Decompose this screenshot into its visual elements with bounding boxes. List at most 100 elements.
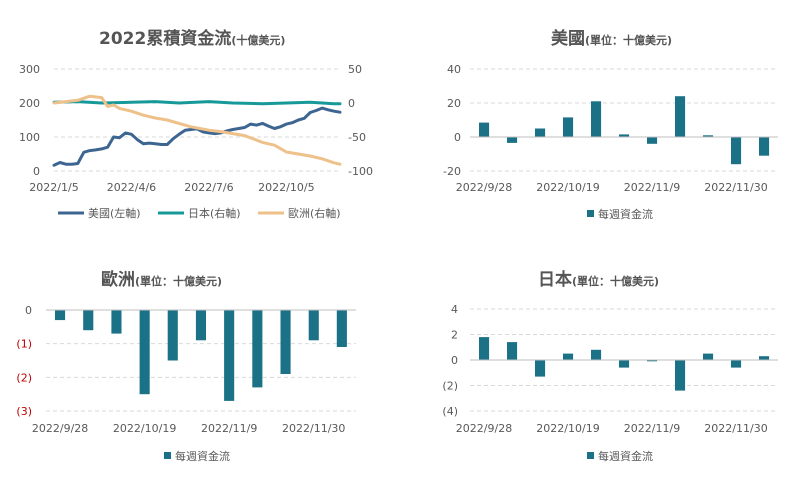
bar-2022/12/7 <box>336 310 347 347</box>
x-axis-tick: 2022/10/19 <box>113 422 176 435</box>
left-axis-tick: 200 <box>19 97 40 110</box>
x-axis-tick: 2022/9/28 <box>456 181 512 194</box>
bar-2022/10/12 <box>535 360 546 377</box>
us-legend: 每週資金流 <box>587 207 653 221</box>
right-axis-tick: -100 <box>348 165 373 178</box>
us-y-axis: 40 20 0 -20 <box>443 63 461 178</box>
y-axis-tick: (4) <box>442 405 458 418</box>
us-title-main: 美國 <box>551 28 585 49</box>
japan-x-axis: 2022/9/28 2022/10/19 2022/11/9 2022/11/30 <box>456 422 768 435</box>
x-axis-tick: 2022/11/30 <box>704 422 767 435</box>
y-axis-tick: (1) <box>16 338 32 351</box>
bar-2022/11/30 <box>731 137 742 165</box>
japan-cumulative-line <box>52 100 342 106</box>
bar-2022/11/2 <box>619 360 630 368</box>
cumulative-left-axis: 0 100 200 300 <box>19 63 40 178</box>
europe-legend-swatch <box>164 452 171 459</box>
cumulative-legend: 美國(左軸) 日本(右軸) 歐洲(右軸) <box>58 206 341 220</box>
us-legend-label: 每週資金流 <box>598 207 653 221</box>
right-axis-tick: 50 <box>348 63 362 76</box>
bar-2022/10/12 <box>535 128 546 137</box>
bar-2022/10/5 <box>83 310 94 331</box>
europe-weekly-plot: 0(1)(2)(3)2022/9/28 2022/10/19 2022/11/9 20… <box>16 304 356 463</box>
japan-y-axis: 4 2 0 (2) (4) <box>442 303 458 418</box>
europe-title-unit: (單位：十億美元) <box>135 274 222 288</box>
japan-weekly-plot: 420(2)(4)2022/9/28 2022/10/19 2022/11/9 202… <box>442 303 778 463</box>
europe-gridlines <box>46 343 356 412</box>
x-axis-tick: 2022/1/5 <box>29 181 78 194</box>
x-axis-tick: 2022/10/19 <box>536 422 599 435</box>
japan-title-unit: (單位：十億美元) <box>572 274 659 288</box>
us-legend-swatch <box>587 210 594 217</box>
bar-2022/12/7 <box>759 356 770 360</box>
us-x-axis: 2022/9/28 2022/10/19 2022/11/9 2022/11/30 <box>456 181 768 194</box>
bar-2022/11/9 <box>224 310 235 401</box>
bar-2022/11/2 <box>619 134 630 137</box>
cumulative-title-unit: (十億美元) <box>231 33 285 47</box>
japan-legend-label: 每週資金流 <box>598 449 653 463</box>
cumulative-chart-title: 2022累積資金流(十億美元) <box>99 28 285 49</box>
japan-weekly-chart: 日本(單位：十億美元) 4 2 0 (2) (4) 2022/9/28 2022/10/19… <box>442 269 778 463</box>
bar-2022/10/19 <box>139 310 150 395</box>
bar-2022/10/12 <box>111 310 122 334</box>
japan-legend-label: 日本(右軸) <box>188 206 241 220</box>
bar-2022/11/23 <box>703 353 714 360</box>
y-axis-tick: (2) <box>16 371 32 384</box>
cumulative-right-axis: 50 0 -50 -100 <box>348 63 373 178</box>
y-axis-tick: -20 <box>443 165 461 178</box>
europe-legend: 每週資金流 <box>164 449 230 463</box>
europe-title-main: 歐洲 <box>101 269 135 290</box>
left-axis-tick: 100 <box>19 131 40 144</box>
bar-2022/10/26 <box>167 310 178 361</box>
cumulative-title-main: 2022累積資金流 <box>99 28 231 49</box>
us-legend-label: 美國(左軸) <box>88 206 141 220</box>
y-axis-tick: 0 <box>451 354 458 367</box>
x-axis-tick: 2022/9/28 <box>32 422 88 435</box>
europe-y-axis: 0 (1) (2) (3) <box>16 304 32 418</box>
bar-2022/9/28 <box>479 122 490 137</box>
right-axis-tick: -50 <box>348 131 366 144</box>
bar-2022/11/30 <box>731 360 742 368</box>
y-axis-tick: 20 <box>447 97 461 110</box>
europe-x-axis: 2022/9/28 2022/10/19 2022/11/9 2022/11/30 <box>32 422 346 435</box>
cumulative-x-axis: 2022/1/5 2022/4/6 2022/7/6 2022/10/5 <box>29 181 314 194</box>
bar-2022/10/19 <box>563 117 574 137</box>
x-axis-tick: 2022/4/6 <box>107 181 156 194</box>
europe-cumulative-line <box>52 94 342 166</box>
bar-2022/10/19 <box>563 353 574 360</box>
y-axis-tick: 0 <box>25 304 32 317</box>
bar-2022/11/30 <box>308 310 319 341</box>
bar-2022/10/26 <box>591 349 602 360</box>
europe-bars <box>55 310 347 401</box>
x-axis-tick: 2022/7/6 <box>184 181 233 194</box>
bar-2022/9/28 <box>479 337 490 360</box>
bar-2022/10/26 <box>591 101 602 137</box>
x-axis-tick: 2022/11/30 <box>704 181 767 194</box>
japan-bars <box>479 337 770 391</box>
japan-title-main: 日本 <box>538 269 572 290</box>
bar-2022/11/9 <box>647 137 658 144</box>
left-axis-tick: 300 <box>19 63 40 76</box>
japan-legend: 每週資金流 <box>587 449 653 463</box>
left-axis-tick: 0 <box>33 165 40 178</box>
y-axis-tick: 0 <box>454 131 461 144</box>
europe-legend-label: 歐洲(右軸) <box>288 206 341 220</box>
bar-2022/10/5 <box>507 137 518 143</box>
right-axis-tick: 0 <box>348 97 355 110</box>
bar-2022/9/28 <box>55 310 66 321</box>
cumulative-chart: 2022累積資金流(十億美元) 0 100 200 300 50 0 -50 -100 20… <box>19 28 373 220</box>
us-chart-title: 美國(單位：十億美元) <box>551 28 672 49</box>
x-axis-tick: 2022/11/9 <box>624 422 680 435</box>
y-axis-tick: (2) <box>442 380 458 393</box>
bar-2022/11/16 <box>252 310 263 388</box>
europe-chart-title: 歐洲(單位：十億美元) <box>101 269 222 290</box>
x-axis-tick: 2022/11/9 <box>624 181 680 194</box>
x-axis-tick: 2022/10/5 <box>258 181 314 194</box>
cumulative-series <box>52 94 342 167</box>
y-axis-tick: 2 <box>451 329 458 342</box>
us-title-unit: (單位：十億美元) <box>585 33 672 47</box>
bar-2022/12/7 <box>759 137 770 156</box>
